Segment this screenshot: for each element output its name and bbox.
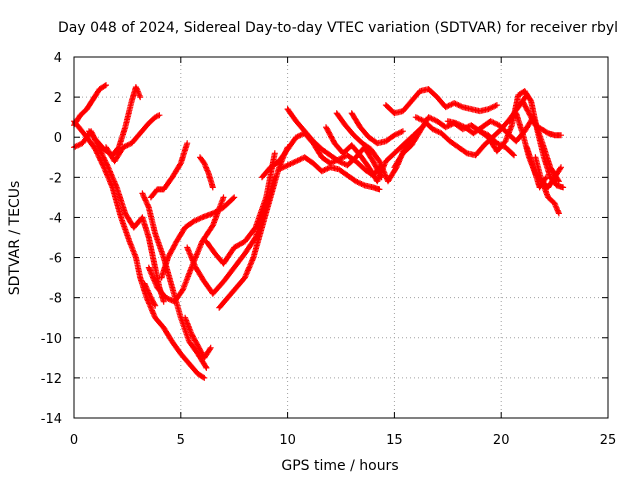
data-points-sat-ad (523, 144, 550, 191)
series-sat-u (348, 110, 406, 147)
series-sat-s (323, 124, 415, 185)
series-sat-k (158, 194, 238, 281)
data-points-sat-i (147, 140, 191, 201)
x-tick-label: 0 (70, 433, 78, 448)
x-tick-label: 20 (493, 433, 510, 448)
series-sat-g (182, 314, 214, 361)
y-tick-label: -2 (49, 171, 62, 186)
series-sat-m (197, 154, 216, 191)
series-sat-b (71, 82, 109, 129)
series-sat-r (284, 106, 385, 181)
y-axis-label: SDTVAR / TECUs (7, 181, 23, 296)
data-points-sat-r (284, 106, 385, 181)
data-points-sat-ab (519, 98, 564, 139)
x-tick-label: 10 (279, 433, 296, 448)
x-tick-label: 25 (600, 433, 617, 448)
series-sat-ad (523, 144, 550, 191)
x-tick-label: 15 (386, 433, 403, 448)
chart-title: Day 048 of 2024, Sidereal Day-to-day VTE… (58, 20, 618, 36)
data-points-sat-l (184, 174, 278, 297)
y-ticks: 4 2 0 -2 -4 -6 -8 -10 -12 -14 (41, 51, 608, 427)
series-sat-l (184, 174, 278, 297)
series-sat-q (276, 154, 383, 193)
series-sat-i (147, 140, 191, 201)
y-tick-label: -4 (49, 211, 62, 226)
data-points-sat-k (158, 194, 238, 281)
series-sat-d (103, 112, 163, 165)
plot-frame (73, 56, 609, 419)
y-tick-label: -14 (41, 412, 62, 427)
series-sat-f (139, 190, 210, 371)
data-points-sat-m (197, 154, 216, 191)
data-points-sat-o (216, 144, 291, 311)
data-points-sat-b (71, 82, 109, 129)
x-ticks: 0 5 10 15 20 25 (70, 57, 616, 448)
data-points-sat-s (323, 124, 415, 185)
data-points (71, 82, 567, 381)
y-tick-label: 2 (54, 91, 62, 106)
x-tick-label: 5 (177, 433, 185, 448)
data-points-sat-g (182, 314, 214, 361)
data-points-sat-h (141, 280, 159, 309)
y-tick-label: -10 (41, 332, 62, 347)
y-tick-label: -12 (41, 372, 62, 387)
data-points-sat-u (348, 110, 406, 147)
series-sat-v (382, 86, 500, 117)
data-points-sat-q (276, 154, 383, 193)
series-sat-h (141, 280, 159, 309)
data-points-sat-d (103, 112, 163, 165)
y-tick-label: 0 (54, 131, 62, 146)
y-tick-label: -8 (49, 292, 62, 307)
series-sat-ab (519, 98, 564, 139)
series-sat-o (216, 144, 291, 311)
data-points-sat-f (139, 190, 210, 371)
y-tick-label: 4 (54, 51, 62, 66)
data-points-sat-v (382, 86, 500, 117)
x-axis-label: GPS time / hours (281, 458, 398, 474)
y-tick-label: -6 (49, 252, 62, 267)
